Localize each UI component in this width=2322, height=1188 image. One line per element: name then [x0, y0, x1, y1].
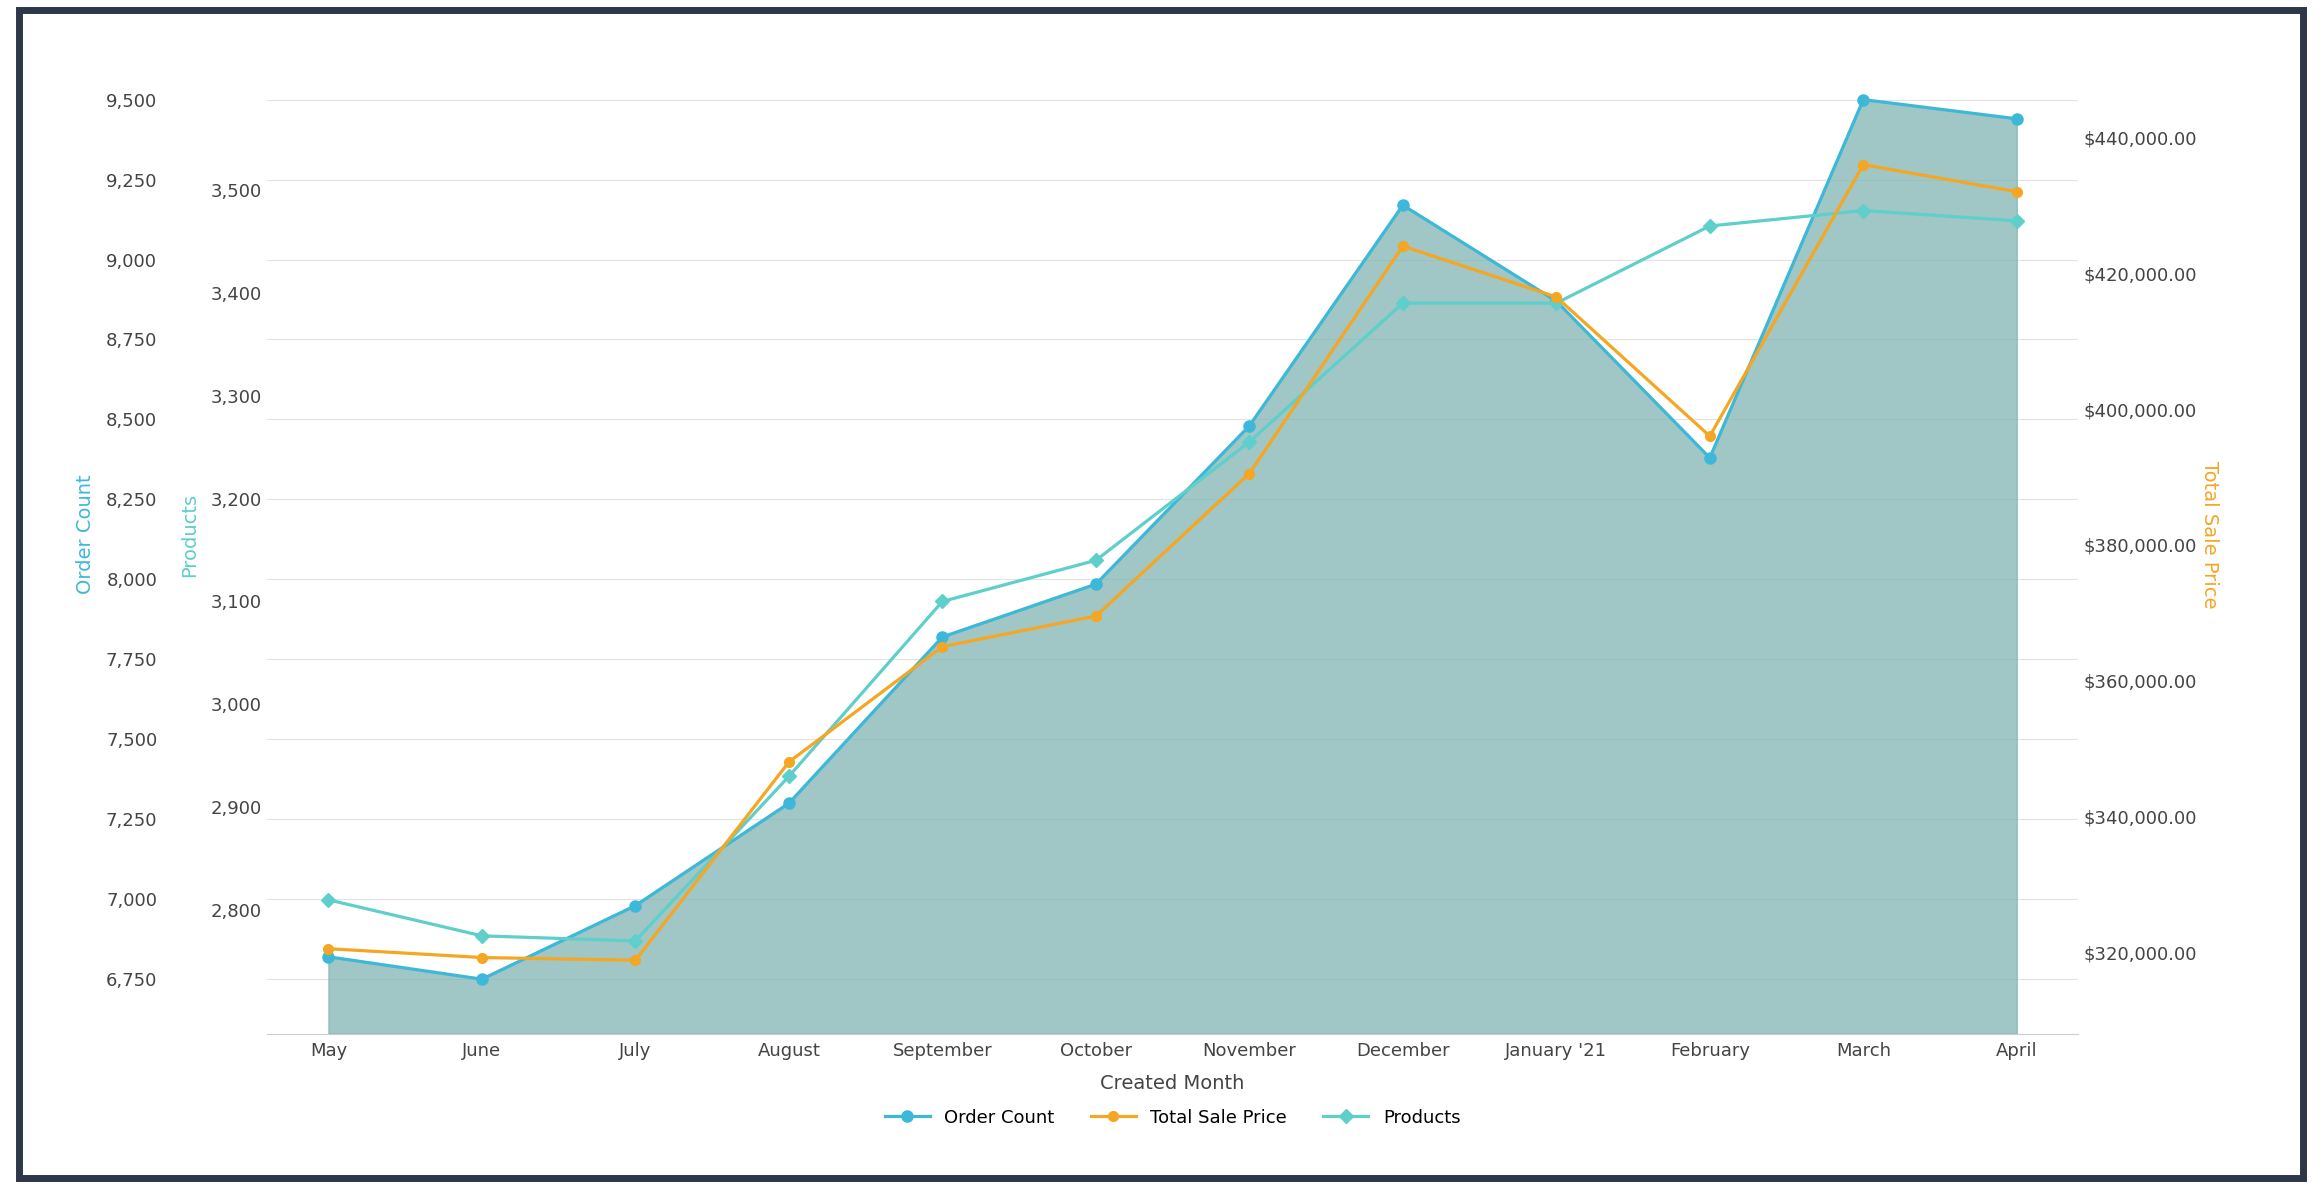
Order Count: [1235, 418, 1263, 432]
Products: [1542, 296, 1570, 310]
Total Sale Price: [469, 950, 497, 965]
Products: [1082, 554, 1110, 568]
Order Count: [1542, 293, 1570, 308]
Line: Order Count: Order Count: [323, 94, 2022, 985]
Line: Products: Products: [323, 206, 2022, 946]
Order Count: [1695, 450, 1723, 465]
Order Count: [2004, 112, 2032, 126]
Products: [1848, 203, 1876, 217]
Products: [2004, 214, 2032, 228]
X-axis label: Created Month: Created Month: [1101, 1074, 1245, 1093]
Total Sale Price: [1695, 429, 1723, 443]
Total Sale Price: [2004, 184, 2032, 198]
Y-axis label: Products: Products: [181, 493, 200, 576]
Line: Total Sale Price: Total Sale Price: [323, 159, 2022, 965]
Products: [776, 770, 803, 784]
Products: [1235, 435, 1263, 449]
Products: [313, 892, 341, 906]
Y-axis label: Total Sale Price: Total Sale Price: [2201, 461, 2220, 608]
Order Count: [313, 949, 341, 963]
Products: [1695, 219, 1723, 233]
Order Count: [1082, 577, 1110, 592]
Total Sale Price: [1848, 158, 1876, 172]
Total Sale Price: [929, 639, 957, 653]
Total Sale Price: [313, 942, 341, 956]
Total Sale Price: [622, 953, 650, 967]
Y-axis label: Order Count: Order Count: [77, 475, 95, 594]
Total Sale Price: [1389, 239, 1416, 253]
Products: [469, 929, 497, 943]
Products: [1389, 296, 1416, 310]
Order Count: [1389, 198, 1416, 213]
Order Count: [469, 972, 497, 986]
Legend: Order Count, Total Sale Price, Products: Order Count, Total Sale Price, Products: [878, 1101, 1468, 1135]
Products: [622, 934, 650, 948]
Products: [929, 594, 957, 608]
Total Sale Price: [776, 754, 803, 769]
Total Sale Price: [1235, 467, 1263, 481]
Order Count: [929, 630, 957, 644]
Order Count: [1848, 93, 1876, 107]
Total Sale Price: [1082, 609, 1110, 624]
Order Count: [776, 796, 803, 810]
Order Count: [622, 898, 650, 912]
Total Sale Price: [1542, 290, 1570, 304]
